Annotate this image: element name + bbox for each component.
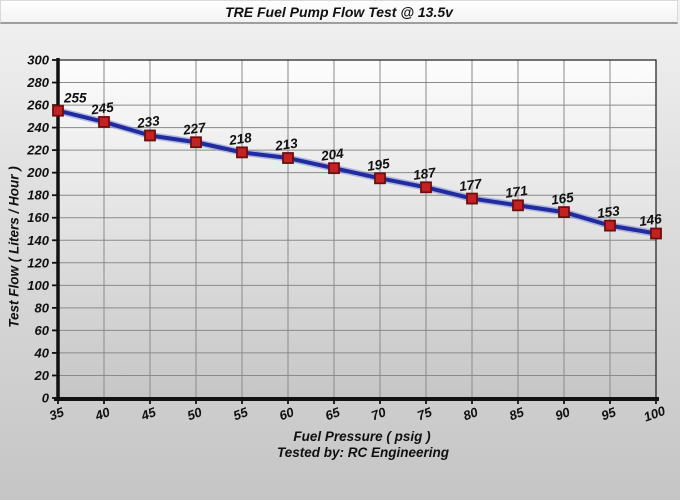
flow-line (56, 108, 658, 236)
data-point-label: 153 (596, 203, 621, 221)
data-point-marker (650, 227, 662, 240)
chart-title: TRE Fuel Pump Flow Test @ 13.5v (225, 3, 453, 20)
data-point-marker (98, 116, 110, 128)
x-tick-label: 55 (231, 404, 250, 423)
data-point-marker (190, 136, 202, 149)
x-tick-label: 60 (277, 404, 296, 423)
x-tick-label: 65 (323, 404, 342, 423)
x-tick-label: 85 (507, 404, 526, 423)
data-point-marker (52, 104, 64, 117)
y-tick-label: 100 (27, 278, 49, 293)
x-tick-label: 70 (369, 404, 388, 423)
data-point-label: 204 (319, 146, 345, 164)
x-tick-label: 50 (185, 404, 204, 423)
data-point-marker (282, 152, 294, 164)
data-point-label: 146 (638, 211, 663, 229)
y-tick-label: 0 (42, 391, 50, 406)
data-point-marker (420, 181, 432, 194)
data-point-label: 213 (273, 136, 299, 154)
y-tick-label: 180 (27, 188, 49, 203)
data-point-marker (466, 192, 478, 205)
y-tick-label: 120 (27, 255, 49, 270)
data-point-marker (236, 146, 248, 159)
flow-chart: 0 20 40 60 80 100 120 140 160 180 200 220 240 260 280 3… (26, 53, 668, 425)
x-tick-label: 100 (642, 403, 668, 425)
data-point-label: 227 (181, 120, 208, 138)
data-point-marker (144, 129, 156, 142)
data-point-label: 195 (366, 156, 391, 174)
y-tick-label: 260 (26, 98, 49, 113)
data-point-marker (512, 199, 524, 212)
x-tick-label: 90 (553, 404, 572, 423)
data-point-label: 255 (63, 91, 87, 106)
data-point-marker (374, 172, 386, 185)
y-tick-label: 300 (27, 53, 49, 68)
chart-title-bar: TRE Fuel Pump Flow Test @ 13.5v (0, 0, 678, 24)
data-point-label: 218 (227, 130, 253, 148)
y-tick-label: 220 (26, 143, 49, 158)
data-point-label: 245 (89, 99, 115, 117)
x-tick-label: 75 (415, 404, 434, 423)
data-point-label: 165 (550, 190, 575, 208)
y-tick-label: 160 (27, 210, 49, 225)
data-point-label: 187 (412, 165, 438, 183)
y-tick-label: 80 (35, 300, 50, 315)
x-tick-label: 35 (47, 404, 66, 423)
plot-background (58, 60, 656, 398)
x-tick-label: 95 (599, 404, 618, 423)
data-point-label: 171 (504, 183, 528, 201)
y-tick-label: 20 (34, 368, 50, 383)
y-tick-label: 200 (26, 165, 49, 180)
data-point-marker (604, 219, 616, 232)
data-point-marker (558, 206, 570, 219)
y-tick-label: 240 (26, 120, 49, 135)
plot-area: 0 20 40 60 80 100 120 140 160 180 200 220 240 260 280 3… (26, 53, 668, 425)
x-tick-label: 45 (138, 404, 158, 424)
x-tick-label: 80 (461, 404, 480, 423)
data-point-label: 233 (135, 113, 161, 131)
y-tick-label: 60 (35, 323, 50, 338)
y-tick-label: 140 (27, 233, 49, 248)
y-tick-label: 40 (34, 345, 50, 360)
chart-footer-note: Tested by: RC Engineering (276, 445, 450, 460)
y-tick-label: 280 (26, 75, 49, 90)
x-axis-title: Fuel Pressure ( psig ) (293, 429, 431, 444)
data-point-marker (328, 162, 340, 175)
data-point-label: 177 (458, 176, 484, 194)
x-tick-label: 40 (92, 404, 112, 424)
